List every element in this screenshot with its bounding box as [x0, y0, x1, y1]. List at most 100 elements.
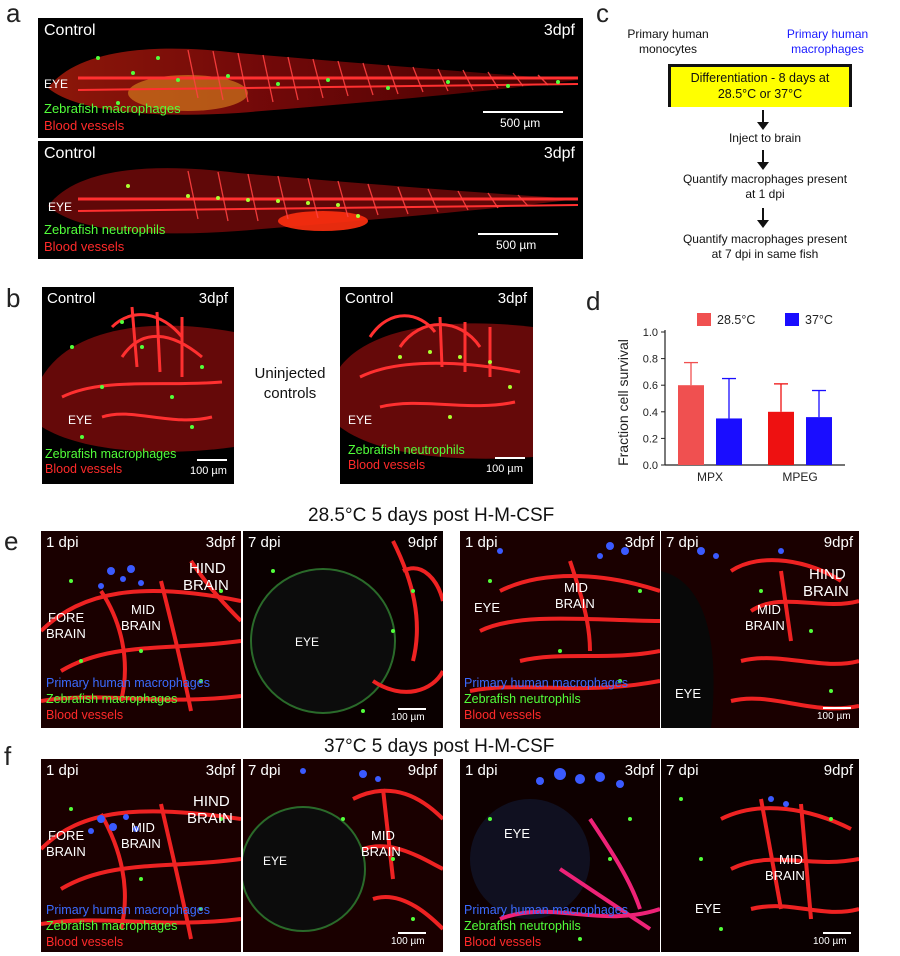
differentiation-text: Differentiation - 8 days at 28.5°C or 37… — [690, 71, 830, 101]
flow-step-1dpi: Quantify macrophages present at 1 dpi — [682, 172, 848, 201]
e4-midbrain-1: MID — [757, 602, 781, 617]
e1-forebrain-2: BRAIN — [46, 626, 86, 641]
panel-e-image-1: 1 dpi 3dpf HIND BRAIN MID BRAIN FORE BRA… — [41, 531, 241, 728]
panel-a2-scale-label: 500 µm — [496, 238, 537, 252]
panel-a2-green-legend: Zebrafish neutrophils — [44, 222, 166, 237]
legend-swatch — [697, 313, 711, 326]
e3-stage: 3dpf — [624, 534, 654, 551]
fish-head-graphic — [42, 306, 234, 452]
panel-b2-eye-label: EYE — [348, 413, 373, 427]
panel-b1-stage: 3dpf — [198, 290, 228, 307]
panel-a1-stage: 3dpf — [543, 22, 575, 39]
legend-label: 28.5°C — [717, 313, 755, 327]
panel-label-e: e — [4, 526, 19, 556]
panel-b1-scale-label: 100 µm — [190, 465, 227, 477]
f2-midbrain-2: BRAIN — [361, 844, 401, 859]
e4-eye-label: EYE — [675, 686, 702, 701]
e1-green-legend: Zebrafish macrophages — [46, 692, 178, 706]
f1-midbrain-1: MID — [131, 820, 155, 835]
legend-swatch — [785, 313, 799, 326]
f4-stage: 9dpf — [823, 762, 853, 779]
y-tick-label: 0.0 — [643, 460, 658, 472]
panel-label-b: b — [6, 283, 21, 313]
panel-f-image-1: 1 dpi 3dpf HIND BRAIN MID BRAIN FORE BRA… — [41, 759, 241, 952]
panel-b-image-neutrophils: Control 3dpf EYE Zebrafish neutrophils B… — [340, 287, 533, 484]
panel-label-d: d — [586, 286, 601, 316]
bar-mpx-0 — [678, 385, 704, 465]
e3-eye-label: EYE — [474, 600, 501, 615]
brain-tissue-graphic — [41, 531, 241, 728]
e4-hindbrain-1: HIND — [809, 566, 846, 583]
e3-blue-legend: Primary human macrophages — [464, 676, 628, 690]
f4-midbrain-2: BRAIN — [765, 868, 805, 883]
f4-time: 7 dpi — [666, 762, 699, 779]
flow-arrow-3 — [757, 208, 769, 228]
panel-b2-condition: Control — [345, 290, 394, 307]
panel-a-image-macrophages: Control 3dpf EYE Zebrafish macrophages B… — [38, 18, 583, 138]
panel-b1-scale-bar — [197, 459, 227, 461]
panel-a2-stage: 3dpf — [543, 145, 575, 162]
fish-whole-body-graphic — [48, 168, 579, 234]
f1-forebrain-2: BRAIN — [46, 844, 86, 859]
y-tick-label: 0.8 — [643, 354, 658, 366]
panel-b2-green-legend: Zebrafish neutrophils — [348, 443, 465, 457]
panel-e-image-2: 7 dpi 9dpf EYE 100 µm — [243, 531, 443, 728]
panel-e-image-3: 1 dpi 3dpf EYE MID BRAIN Primary human m… — [460, 531, 660, 728]
panel-label-a: a — [6, 0, 21, 28]
brain-tissue-graphic — [460, 531, 660, 728]
f2-time: 7 dpi — [248, 762, 281, 779]
f4-midbrain-1: MID — [779, 852, 803, 867]
y-tick-label: 1.0 — [643, 327, 658, 339]
y-tick-label: 0.2 — [643, 433, 658, 445]
panel-a1-scale-label: 500 µm — [500, 116, 541, 130]
panel-a1-green-legend: Zebrafish macrophages — [44, 101, 181, 116]
f4-scale-label: 100 µm — [813, 936, 847, 947]
flow-right-header: Primary human macrophages — [786, 27, 869, 56]
f1-stage: 3dpf — [205, 762, 235, 779]
panel-a1-eye-label: EYE — [44, 77, 69, 91]
f3-time: 1 dpi — [465, 762, 498, 779]
f1-time: 1 dpi — [46, 762, 79, 779]
differentiation-box: Differentiation - 8 days at 28.5°C or 37… — [668, 64, 852, 107]
f2-scale-bar — [398, 932, 426, 934]
flow-step-7dpi: Quantify macrophages present at 7 dpi in… — [682, 232, 848, 261]
panel-label-c: c — [596, 0, 609, 28]
f4-scale-bar — [823, 932, 851, 934]
panel-a1-red-legend: Blood vessels — [44, 118, 125, 133]
f1-blue-legend: Primary human macrophages — [46, 903, 210, 917]
f4-eye-label: EYE — [695, 901, 722, 916]
e4-stage: 9dpf — [823, 534, 853, 551]
panel-e-image-4: 7 dpi 9dpf HIND BRAIN MID BRAIN EYE 100 … — [661, 531, 859, 728]
fish-head-graphic — [340, 314, 533, 459]
panel-b2-scale-bar — [495, 457, 525, 459]
e4-scale-bar — [823, 707, 851, 709]
e1-midbrain-2: BRAIN — [121, 618, 161, 633]
e2-scale-bar — [398, 708, 426, 710]
eye-region-graphic — [661, 759, 859, 952]
e1-midbrain-1: MID — [131, 602, 155, 617]
f3-blue-legend: Primary human macrophages — [464, 903, 628, 917]
flow-step-inject: Inject to brain — [728, 131, 802, 145]
panel-f-title: 37°C 5 days post H-M-CSF — [324, 736, 555, 757]
panel-a2-eye-label: EYE — [48, 200, 73, 214]
f1-midbrain-2: BRAIN — [121, 836, 161, 851]
flow-arrow-2 — [757, 150, 769, 170]
e3-red-legend: Blood vessels — [464, 708, 542, 722]
e1-hindbrain-2: BRAIN — [183, 577, 229, 594]
f2-stage: 9dpf — [407, 762, 437, 779]
f3-green-legend: Zebrafish neutrophils — [464, 919, 581, 933]
f1-hindbrain-2: BRAIN — [187, 810, 233, 827]
flow-arrow-1 — [757, 110, 769, 130]
e1-time: 1 dpi — [46, 534, 79, 551]
fish-whole-body-graphic — [48, 48, 579, 115]
f3-eye-label: EYE — [504, 826, 531, 841]
f1-forebrain-1: FORE — [48, 828, 85, 843]
panel-a1-condition: Control — [44, 22, 96, 39]
e4-scale-label: 100 µm — [817, 711, 851, 722]
bar-mpeg-1 — [806, 417, 832, 465]
y-axis-label: Fraction cell survival — [615, 339, 631, 466]
f1-hindbrain-1: HIND — [193, 793, 230, 810]
panel-b1-condition: Control — [47, 290, 96, 307]
panel-f-image-3: 1 dpi 3dpf EYE Primary human macrophages… — [460, 759, 660, 952]
bar-mpeg-0 — [768, 411, 794, 465]
